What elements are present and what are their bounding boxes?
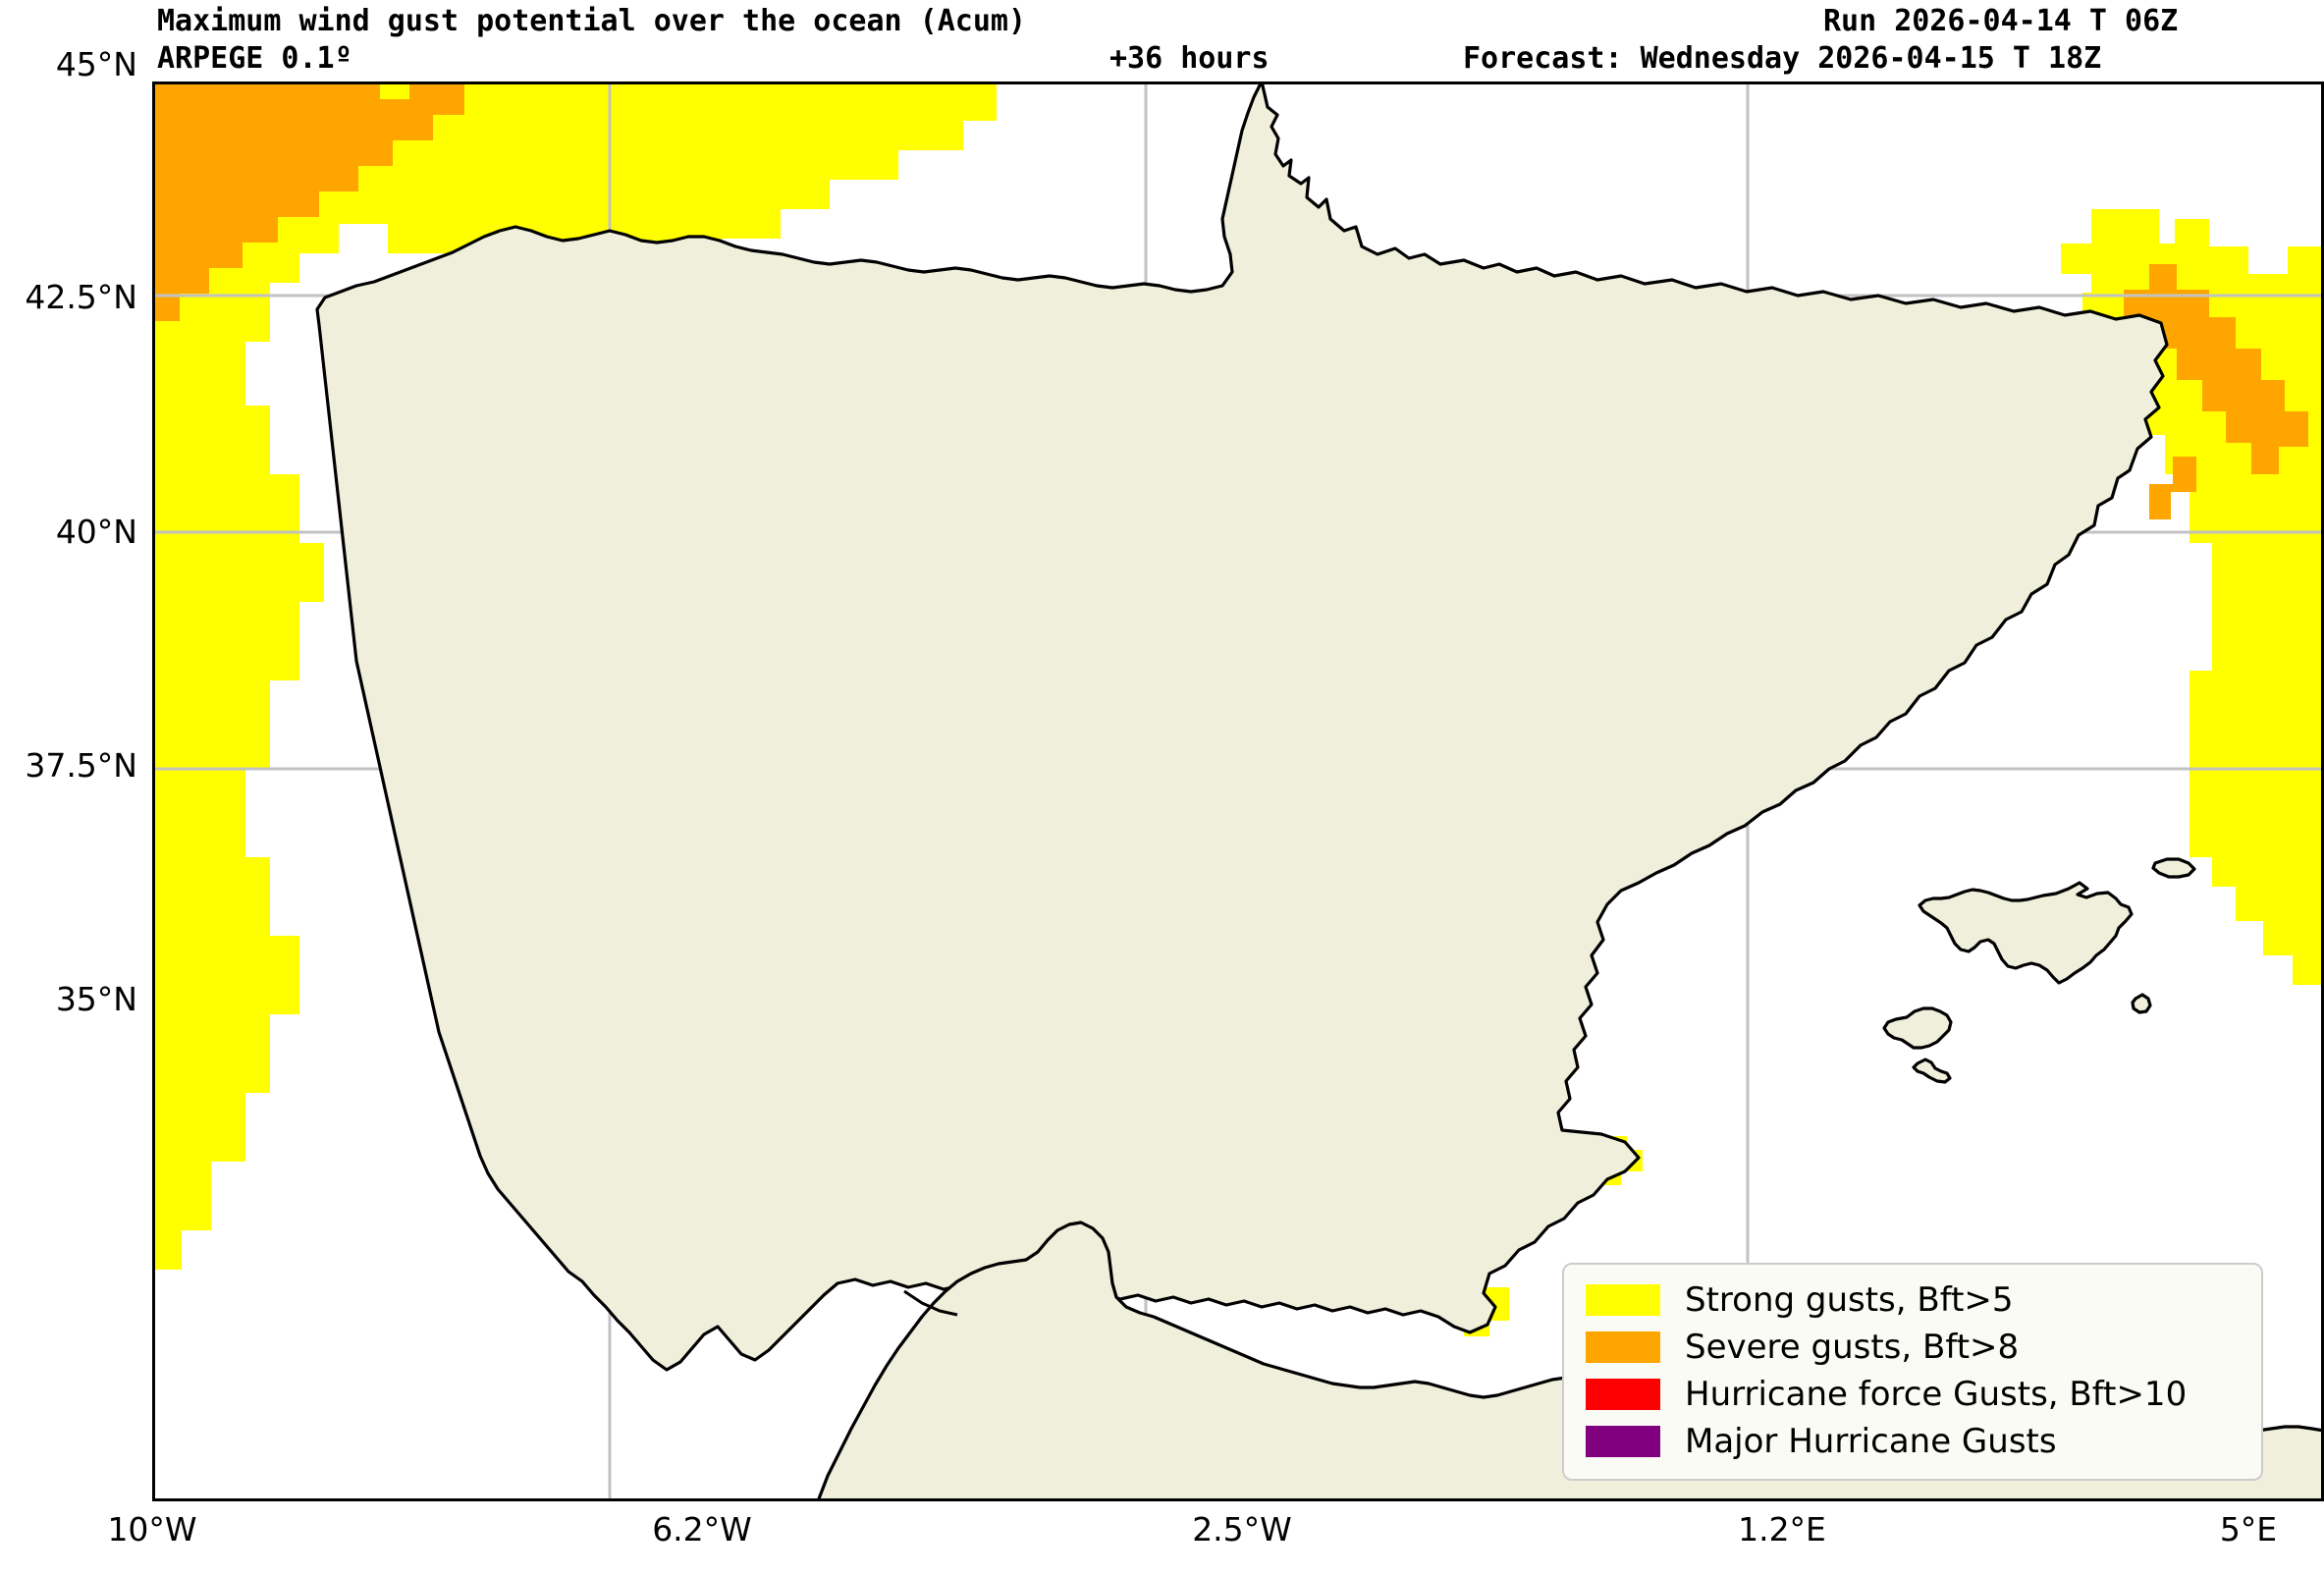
lead-time-label: +36 hours xyxy=(1109,41,1270,76)
legend-label-strong-gusts: Strong gusts, Bft>5 xyxy=(1685,1280,2014,1320)
model-label: ARPEGE 0.1º xyxy=(157,41,352,76)
legend-label-major-hurricane-gusts: Major Hurricane Gusts xyxy=(1685,1422,2057,1461)
cabrera-island xyxy=(2131,993,2152,1014)
legend-item-severe-gusts[interactable]: Severe gusts, Bft>8 xyxy=(1586,1324,2243,1371)
y-tick-40n: 40°N xyxy=(55,513,137,551)
legend-item-hurricane-force-gusts[interactable]: Hurricane force Gusts, Bft>10 xyxy=(1586,1371,2243,1418)
x-tick-10w: 10°W xyxy=(107,1510,197,1548)
y-tick-37-5n: 37.5°N xyxy=(25,746,137,785)
ibiza-island xyxy=(1882,1006,1953,1050)
menorca-island xyxy=(2151,857,2196,879)
mallorca-island xyxy=(1918,881,2134,985)
x-tick-2-5w: 2.5°W xyxy=(1192,1510,1292,1548)
y-tick-42-5n: 42.5°N xyxy=(25,278,137,316)
x-tick-6-2w: 6.2°W xyxy=(652,1510,752,1548)
gibraltar-strait-detail xyxy=(903,1289,958,1317)
legend-item-strong-gusts[interactable]: Strong gusts, Bft>5 xyxy=(1586,1276,2243,1324)
coastline-detail-layer xyxy=(903,1289,958,1317)
gust-region-orange-atlantic xyxy=(152,81,464,321)
forecast-time-label: Forecast: Wednesday 2026-04-15 T 18Z xyxy=(1463,41,2102,76)
map-title: Maximum wind gust potential over the oce… xyxy=(157,4,1027,38)
legend-label-hurricane-force-gusts: Hurricane force Gusts, Bft>10 xyxy=(1685,1375,2188,1414)
legend-swatch-major-hurricane-gusts xyxy=(1586,1426,1660,1457)
legend-item-major-hurricane-gusts[interactable]: Major Hurricane Gusts xyxy=(1586,1418,2243,1465)
formentera-island xyxy=(1912,1058,1952,1084)
legend-swatch-severe-gusts xyxy=(1586,1331,1660,1363)
run-time-label: Run 2026-04-14 T 06Z xyxy=(1823,4,2179,38)
y-tick-35n: 35°N xyxy=(55,980,137,1018)
legend-box[interactable]: Strong gusts, Bft>5 Severe gusts, Bft>8 … xyxy=(1562,1263,2263,1481)
legend-swatch-hurricane-force-gusts xyxy=(1586,1379,1660,1410)
legend-label-severe-gusts: Severe gusts, Bft>8 xyxy=(1685,1328,2020,1367)
x-tick-5e: 5°E xyxy=(2219,1510,2278,1548)
gust-region-orange-mediterranean xyxy=(2124,264,2308,519)
map-plot-area[interactable] xyxy=(152,81,2324,1501)
legend-swatch-strong-gusts xyxy=(1586,1284,1660,1316)
map-canvas[interactable] xyxy=(152,81,2324,1501)
x-tick-1-2e: 1.2°E xyxy=(1738,1510,1826,1548)
y-tick-45n: 45°N xyxy=(55,45,137,83)
